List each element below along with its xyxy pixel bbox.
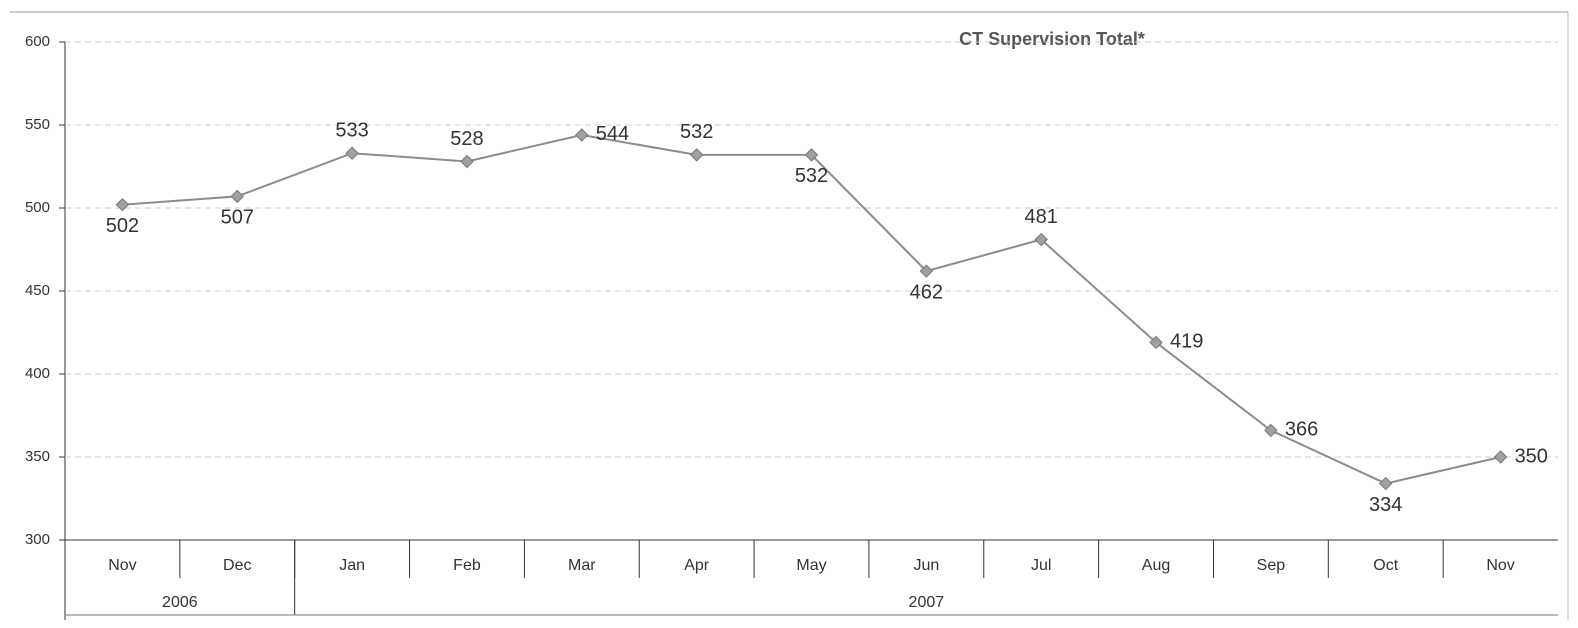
marker bbox=[1379, 476, 1393, 491]
x-tick-label: Jan bbox=[339, 557, 365, 574]
y-tick-label: 500 bbox=[25, 199, 50, 216]
marker bbox=[460, 154, 474, 169]
data-label: 419 bbox=[1170, 331, 1203, 353]
marker bbox=[575, 128, 589, 142]
marker bbox=[230, 189, 244, 204]
x-tick-label: Apr bbox=[684, 557, 710, 574]
x-tick-label: Aug bbox=[1142, 557, 1170, 574]
chart-title: CT Supervision Total* bbox=[959, 29, 1145, 49]
marker bbox=[1149, 335, 1163, 350]
x-tick-label: Sep bbox=[1257, 557, 1286, 574]
data-label: 334 bbox=[1369, 494, 1402, 516]
data-label: 462 bbox=[910, 281, 943, 303]
y-tick-label: 350 bbox=[25, 448, 50, 465]
x-tick-label: Dec bbox=[223, 557, 251, 574]
marker bbox=[1264, 423, 1278, 438]
x-tick-label: Feb bbox=[453, 557, 481, 574]
y-tick-label: 300 bbox=[25, 531, 50, 548]
x-tick-label: Mar bbox=[568, 557, 596, 574]
x-tick-label: Oct bbox=[1373, 557, 1398, 574]
data-label: 502 bbox=[106, 215, 139, 237]
y-tick-label: 600 bbox=[25, 33, 50, 50]
marker bbox=[115, 197, 130, 212]
marker bbox=[345, 146, 359, 160]
x-tick-label: Jun bbox=[913, 557, 939, 574]
marker bbox=[1034, 232, 1048, 247]
x-tick-label: Nov bbox=[108, 557, 136, 574]
y-tick-label: 550 bbox=[25, 116, 50, 133]
data-label: 532 bbox=[795, 165, 828, 187]
data-label: 507 bbox=[221, 207, 254, 229]
x-tick-label: Nov bbox=[1486, 557, 1514, 574]
y-tick-label: 450 bbox=[25, 282, 50, 299]
marker bbox=[919, 264, 934, 278]
group-label: 2006 bbox=[162, 594, 198, 611]
data-label: 481 bbox=[1025, 206, 1058, 228]
data-label: 533 bbox=[335, 120, 368, 142]
data-label: 528 bbox=[450, 128, 483, 150]
marker bbox=[804, 148, 819, 162]
marker bbox=[1493, 450, 1508, 464]
y-tick-label: 400 bbox=[25, 365, 50, 382]
x-tick-label: May bbox=[796, 557, 826, 574]
data-label: 350 bbox=[1515, 445, 1548, 467]
data-label: 366 bbox=[1285, 419, 1318, 441]
x-tick-label: Jul bbox=[1031, 557, 1051, 574]
data-label: 544 bbox=[596, 123, 629, 145]
group-label: 2007 bbox=[909, 594, 945, 611]
data-label: 532 bbox=[680, 121, 713, 143]
marker bbox=[689, 148, 704, 162]
